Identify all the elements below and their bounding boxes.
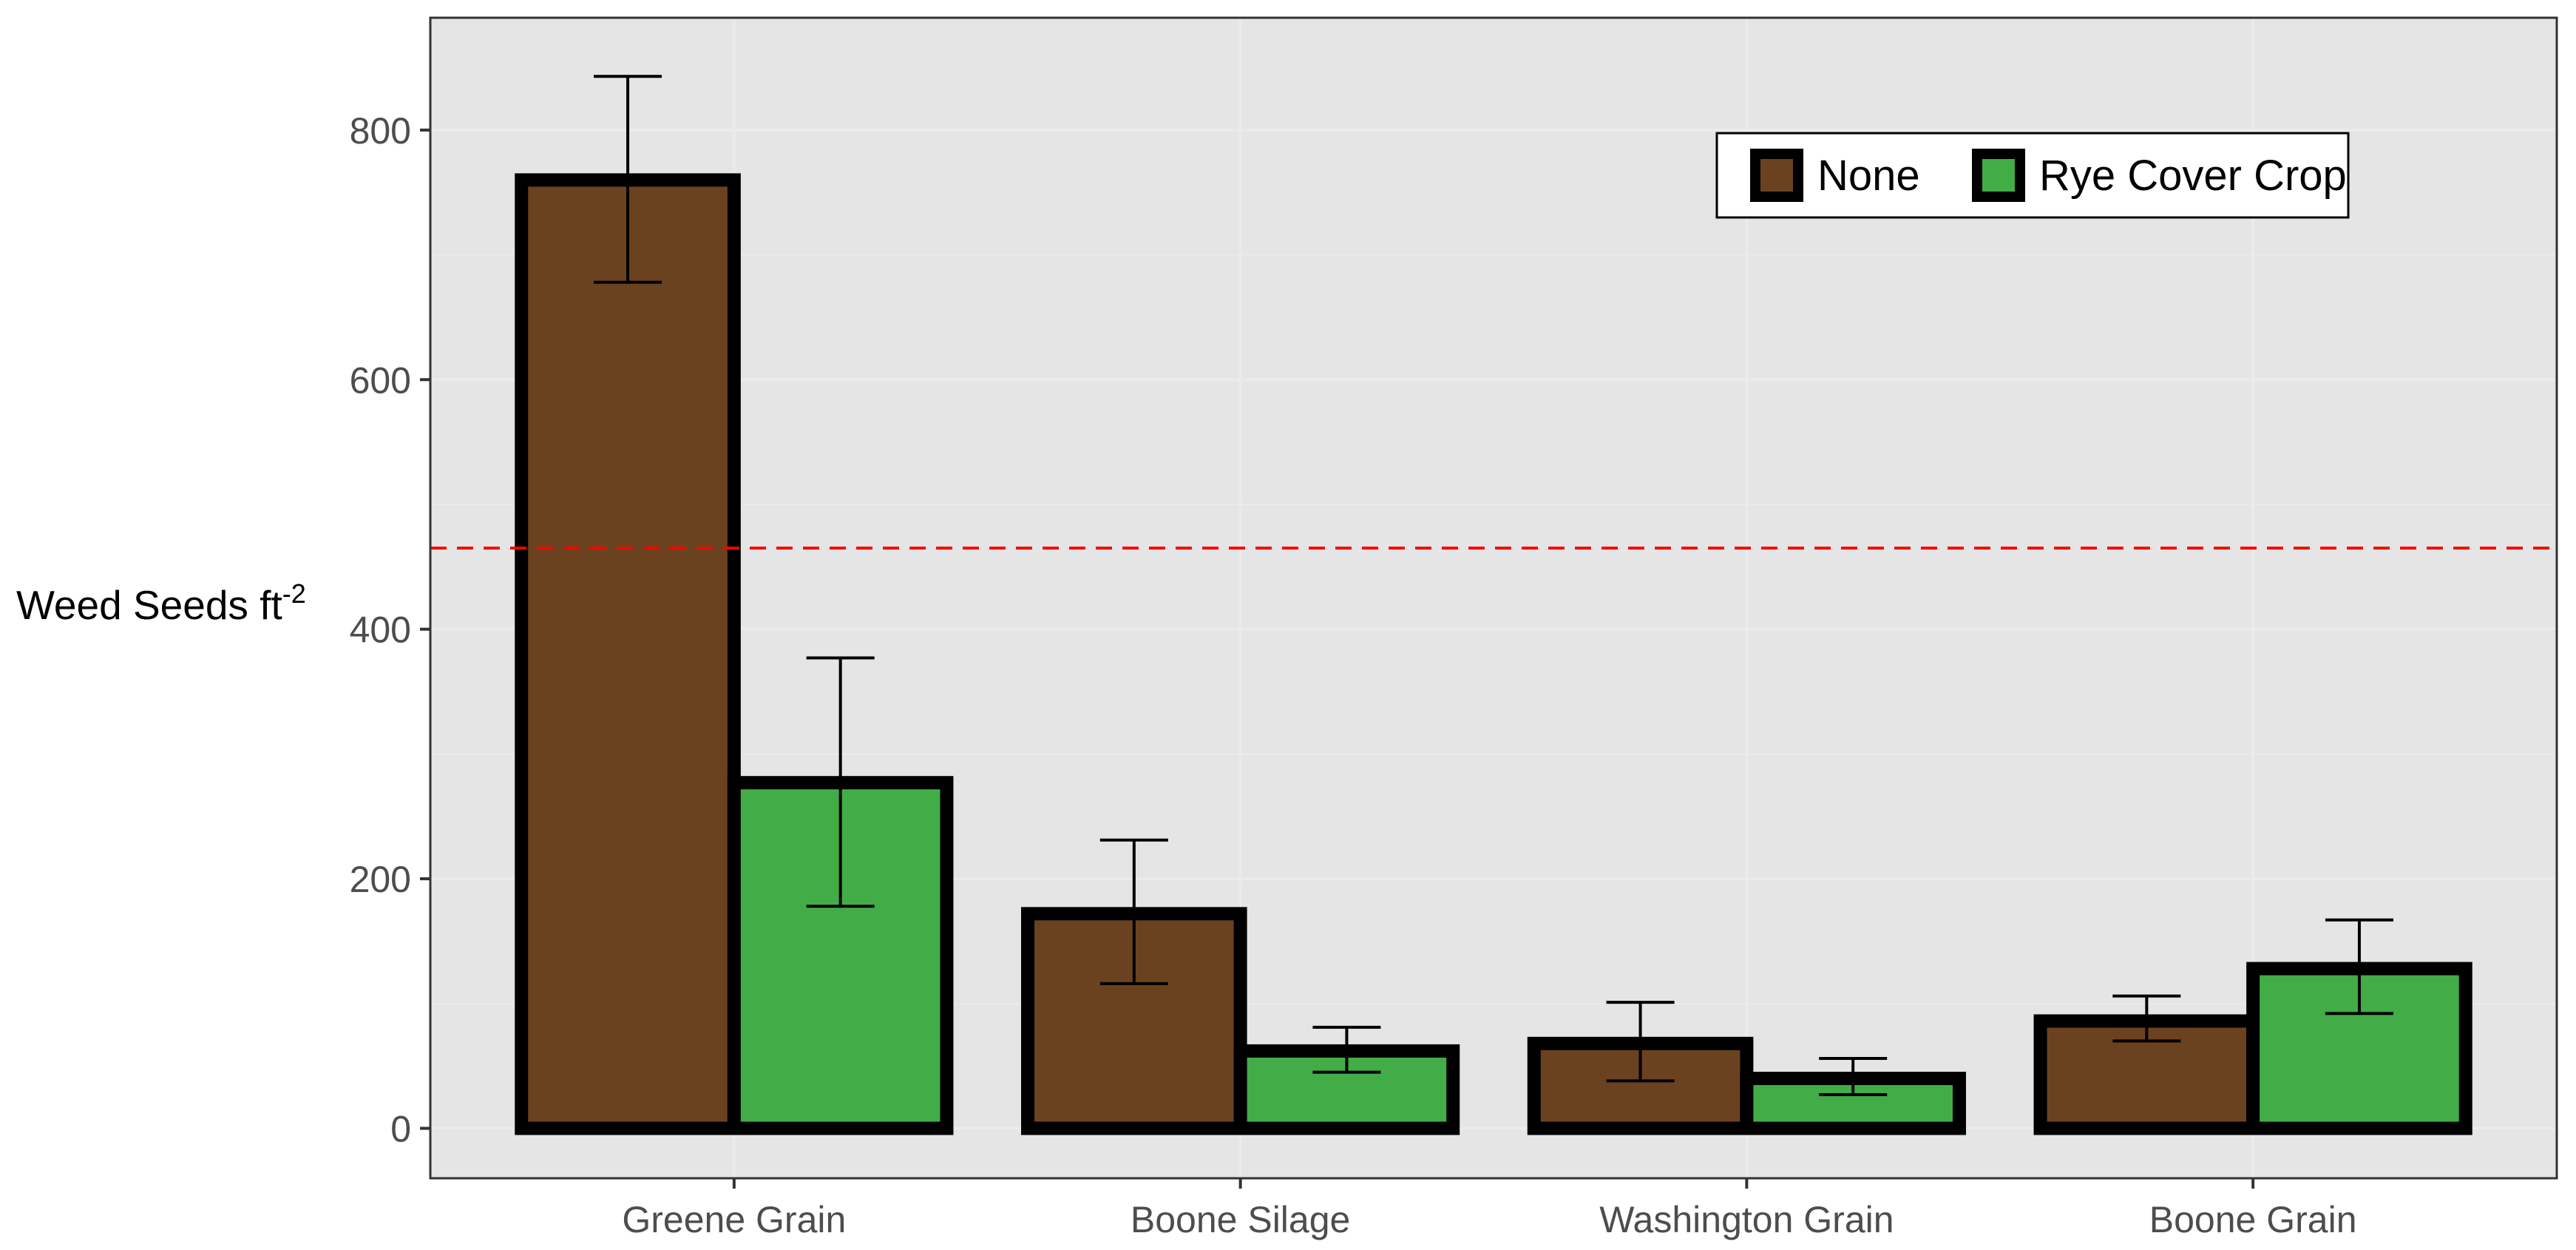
x-tick-label: Boone Silage bbox=[1131, 1199, 1350, 1240]
y-tick-label: 200 bbox=[350, 859, 411, 900]
legend-label: None bbox=[1817, 152, 1920, 200]
x-tick-label: Greene Grain bbox=[622, 1199, 846, 1240]
y-tick-label: 0 bbox=[390, 1109, 411, 1150]
y-axis-title-superscript: -2 bbox=[282, 578, 306, 609]
legend: None Rye Cover Crop bbox=[1715, 132, 2350, 219]
legend-entry-none: None bbox=[1750, 149, 1920, 202]
legend-label: Rye Cover Crop bbox=[2039, 152, 2347, 200]
bar-none bbox=[1021, 907, 1247, 1135]
y-axis-title: Weed Seeds ft-2 bbox=[16, 578, 306, 628]
legend-key bbox=[1750, 149, 1803, 202]
axes: 0 200 400 600 800 Greene Grain Boone Silage Was… bbox=[350, 16, 2558, 1240]
error-bars bbox=[594, 75, 2393, 1096]
legend-box bbox=[1715, 132, 2350, 219]
error-bar bbox=[2112, 994, 2181, 1043]
error-bar bbox=[1606, 1001, 1675, 1083]
y-axis-title-text: Weed Seeds ft bbox=[16, 582, 282, 628]
error-bar bbox=[1312, 1025, 1381, 1074]
y-tick-label: 600 bbox=[350, 359, 411, 401]
error-bar bbox=[806, 656, 875, 908]
x-tick-label: Washington Grain bbox=[1599, 1199, 1894, 1240]
y-tick-label: 400 bbox=[350, 609, 411, 651]
error-bar bbox=[1819, 1057, 1888, 1096]
legend-entry-rye-cover-crop: Rye Cover Crop bbox=[1972, 149, 2347, 202]
bar-none bbox=[515, 173, 741, 1135]
x-tick-label: Boone Grain bbox=[2149, 1199, 2357, 1240]
legend-key bbox=[1972, 149, 2025, 202]
panel-border bbox=[429, 16, 2558, 1180]
error-bar bbox=[1099, 838, 1168, 985]
error-bar bbox=[594, 75, 662, 284]
y-tick-label: 800 bbox=[350, 110, 411, 152]
error-bar bbox=[2325, 918, 2393, 1016]
